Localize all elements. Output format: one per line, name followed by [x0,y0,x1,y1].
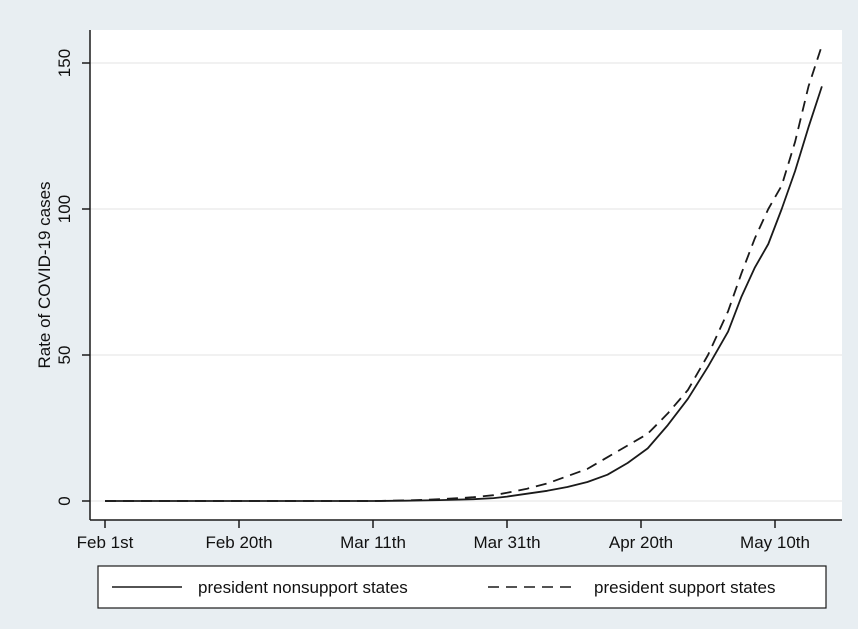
x-ticks: Feb 1st Feb 20th Mar 11th Mar 31th Apr 20th M… [77,520,810,552]
series-line-support [105,45,823,502]
y-axis-title: Rate of COVID-19 cases [35,181,54,368]
legend: president nonsupport states president su… [97,565,827,609]
y-tick-label-0: 0 [55,496,74,505]
legend-box [97,565,827,609]
y-tick-label-100: 100 [55,195,74,223]
x-tick-label-0: Feb 1st [77,533,134,552]
x-tick-label-5: May 10th [740,533,810,552]
x-tick-label-2: Mar 11th [340,533,406,552]
legend-label-support: president support states [594,578,775,597]
x-tick-label-1: Feb 20th [205,533,272,552]
y-tick-label-150: 150 [55,49,74,77]
x-tick-label-4: Apr 20th [609,533,673,552]
x-tick-label-3: Mar 31th [473,533,540,552]
y-tick-label-50: 50 [55,346,74,365]
y-ticks: 0 50 100 150 [55,49,90,506]
gridlines [90,62,842,502]
plot-area [90,30,842,520]
legend-label-nonsupport: president nonsupport states [198,578,408,597]
series-lines [105,45,823,502]
series-line-nonsupport [105,86,823,502]
